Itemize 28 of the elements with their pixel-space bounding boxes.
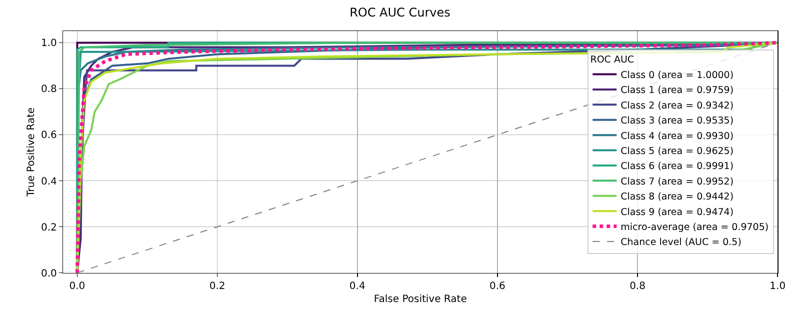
- x-tick-label: 0.6: [489, 281, 506, 292]
- legend-label: Class 3 (area = 0.9535): [620, 116, 734, 127]
- y-tick-label: 0.8: [40, 84, 57, 96]
- y-tick-label: 0.4: [40, 176, 57, 188]
- y-tick-label: 0.6: [40, 130, 57, 142]
- legend-label: Class 0 (area = 1.0000): [620, 70, 734, 81]
- legend-label: Class 1 (area = 0.9759): [620, 85, 734, 96]
- legend-label: Chance level (AUC = 0.5): [620, 237, 742, 248]
- legend-label: Class 5 (area = 0.9625): [620, 146, 734, 157]
- x-tick-label: 0.8: [630, 281, 646, 292]
- y-tick-label: 0.2: [40, 222, 57, 234]
- y-axis-title: True Positive Rate: [26, 107, 37, 198]
- x-axis-title: False Positive Rate: [374, 294, 467, 306]
- legend-label: Class 6 (area = 0.9991): [620, 161, 734, 172]
- legend-label: micro-average (area = 0.9705): [620, 222, 769, 233]
- legend-label: Class 7 (area = 0.9952): [620, 176, 734, 188]
- x-tick-label: 0.2: [209, 281, 226, 292]
- x-tick-label: 0.0: [69, 281, 86, 292]
- legend-label: Class 9 (area = 0.9474): [620, 206, 734, 218]
- chart-title: ROC AUC Curves: [350, 5, 450, 20]
- legend-label: Class 8 (area = 0.9442): [620, 192, 734, 203]
- y-tick-label: 1.0: [40, 38, 57, 50]
- x-tick-label: 0.4: [349, 281, 366, 292]
- y-tick-label: 0.0: [40, 268, 57, 280]
- legend-label: Class 4 (area = 0.9930): [620, 130, 734, 142]
- legend-label: Class 2 (area = 0.9342): [620, 100, 734, 112]
- legend-title: ROC AUC: [590, 54, 634, 66]
- x-tick-label: 1.0: [770, 281, 786, 292]
